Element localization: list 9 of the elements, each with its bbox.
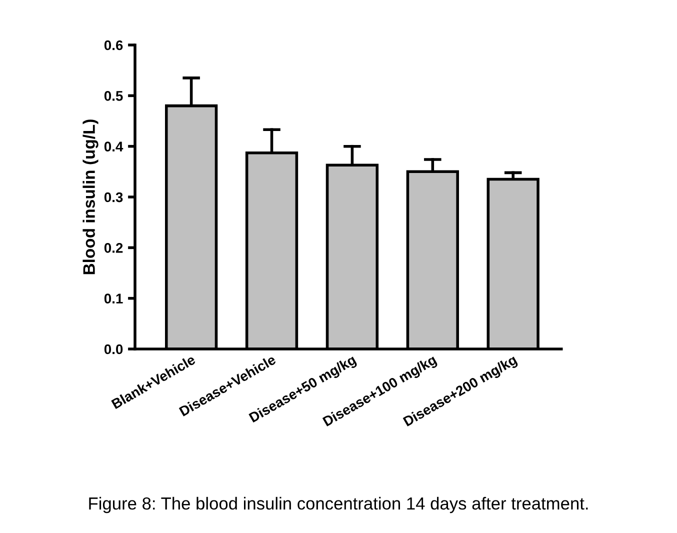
- y-tick-label: 0.6: [104, 40, 123, 50]
- y-tick-label: 0.5: [104, 91, 123, 101]
- y-tick-label: 0.3: [104, 192, 123, 202]
- y-axis-title: Blood insulin (ug/L): [82, 120, 98, 274]
- y-tick-label: 0.2: [104, 243, 123, 253]
- y-tick-label: 0.1: [104, 294, 123, 304]
- caption: Figure 8: The blood insulin concentration 14 days after treatment.: [89, 496, 588, 514]
- y-tick-label: 0.4: [104, 142, 124, 152]
- y-tick-label: 0.0: [104, 344, 123, 354]
